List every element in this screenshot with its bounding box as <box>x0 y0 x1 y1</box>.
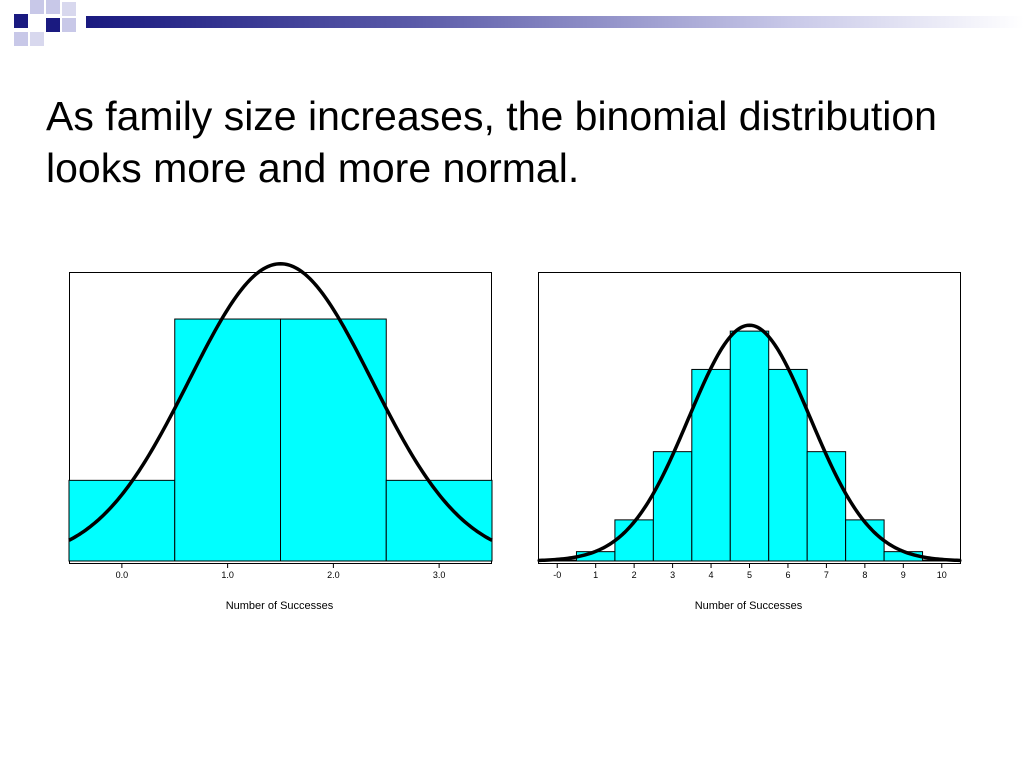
x-tick-label: 3.0 <box>433 570 446 580</box>
bar <box>174 318 281 562</box>
chart-svg: 0.0 1.0 2.0 3.0 Number of Successes <box>68 262 493 612</box>
slide-title: As family size increases, the binomial d… <box>46 93 937 191</box>
x-axis-label: Number of Successes <box>695 600 803 612</box>
histogram-chart-large-family: -0 1 2 3 4 5 6 7 8 9 10 Number of Successes <box>537 272 962 612</box>
bar <box>280 318 387 562</box>
x-tick-label: 5 <box>747 570 752 580</box>
bar <box>768 368 808 562</box>
deco-square-light <box>62 18 76 32</box>
deco-square-light <box>30 0 44 14</box>
normal-curve <box>537 323 962 563</box>
x-tick-label: 3 <box>670 570 675 580</box>
x-tick-label: -0 <box>553 570 561 580</box>
deco-square-dark <box>46 18 60 32</box>
deco-square-light <box>30 32 44 46</box>
deco-square-dark <box>14 14 28 28</box>
x-tick-label: 2.0 <box>327 570 340 580</box>
x-tick-label: 4 <box>709 570 714 580</box>
chart-svg: -0 1 2 3 4 5 6 7 8 9 10 Number of Successes <box>537 272 962 612</box>
header-decoration <box>0 0 1024 48</box>
x-tick-label: 9 <box>901 570 906 580</box>
plot-frame <box>538 272 961 564</box>
plot-frame <box>69 272 492 564</box>
x-axis-label: Number of Successes <box>226 600 334 612</box>
deco-square-light <box>14 32 28 46</box>
bar <box>845 519 885 562</box>
bar <box>806 451 847 562</box>
bar <box>729 330 770 562</box>
normal-curve <box>68 262 493 542</box>
x-tick-label: 6 <box>785 570 790 580</box>
x-tick-label: 8 <box>862 570 867 580</box>
x-tick-label: 7 <box>824 570 829 580</box>
x-tick-label: 1 <box>593 570 598 580</box>
bar <box>652 451 693 562</box>
header-gradient-bar <box>86 16 1024 28</box>
x-tick-label: 2 <box>632 570 637 580</box>
x-tick-label: 0.0 <box>116 570 129 580</box>
bar <box>614 519 654 562</box>
x-tick-label: 10 <box>937 570 947 580</box>
deco-square-light <box>62 2 76 16</box>
histogram-chart-small-family: 0.0 1.0 2.0 3.0 Number of Successes <box>68 262 493 612</box>
deco-square-light <box>46 0 60 14</box>
x-tick-label: 1.0 <box>221 570 234 580</box>
